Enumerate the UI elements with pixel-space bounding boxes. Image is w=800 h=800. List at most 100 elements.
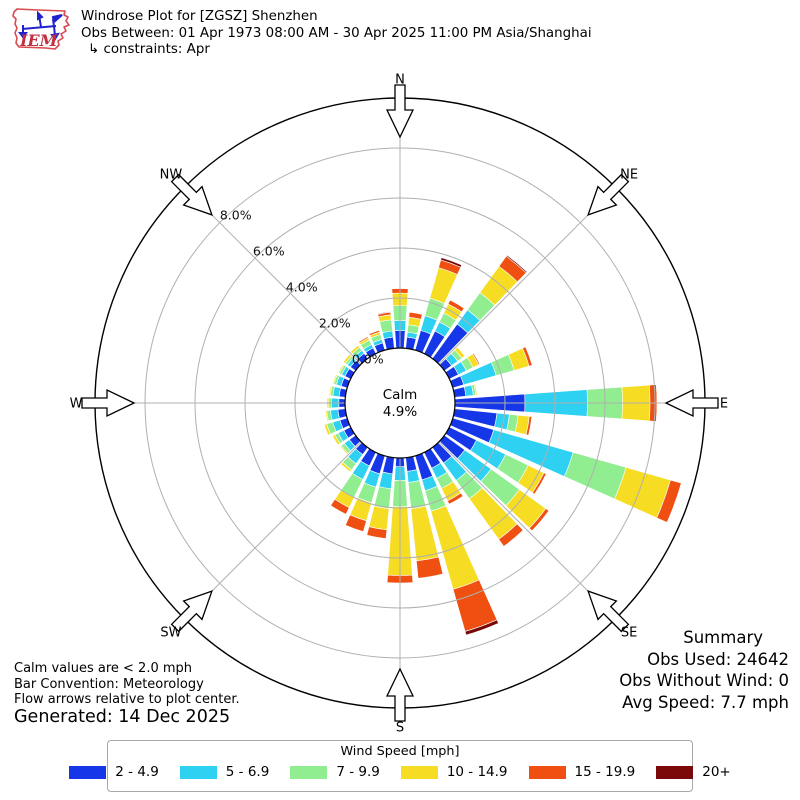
windrose-bar-segment xyxy=(332,374,338,385)
windrose-bar-segment xyxy=(328,385,333,397)
windrose-bar-segment xyxy=(498,523,524,547)
windrose-bar-segment xyxy=(452,386,467,398)
ring-label: 0.0% xyxy=(352,351,384,366)
legend-label: 15 - 19.9 xyxy=(574,764,636,780)
windrose-bar-segment xyxy=(447,492,464,505)
windrose-bar-segment xyxy=(337,364,345,374)
compass-label-sw: SW xyxy=(160,626,181,641)
windrose-bar-segment xyxy=(505,254,528,274)
summary-obs-without-wind: Obs Without Wind: 0 xyxy=(619,671,789,690)
calm-circle xyxy=(344,347,456,459)
windrose-bar-segment xyxy=(358,336,369,344)
legend-swatch xyxy=(69,765,107,779)
iem-logo-text: IEM xyxy=(19,31,59,50)
calm-note: Calm values are < 2.0 mph xyxy=(14,661,193,676)
legend-swatch xyxy=(179,765,217,779)
flow-arrow-w-icon xyxy=(81,388,136,418)
compass-label-ne: NE xyxy=(620,167,638,182)
windrose-bar-segment xyxy=(378,471,394,490)
ring-label: 4.0% xyxy=(286,279,318,294)
legend: Wind Speed [mph] 2 - 4.9 5 - 6.9 7 - 9.9 10… xyxy=(69,740,731,792)
windrose-bar-segment xyxy=(408,311,423,320)
windrose-bar-segment xyxy=(415,556,444,579)
plot-title: Windrose Plot for [ZGSZ] Shenzhen xyxy=(81,9,318,24)
windrose-bar-segment xyxy=(323,423,331,436)
windrose-bar-segment xyxy=(342,353,352,364)
windrose-bar-segment xyxy=(563,451,627,500)
windrose-bar-segment xyxy=(464,619,499,636)
compass-label-s: S xyxy=(396,721,404,736)
windrose-bar-segment xyxy=(405,455,418,472)
flow-arrow-n-icon xyxy=(385,84,415,139)
legend-label: 7 - 9.9 xyxy=(336,764,380,780)
calm-label: Calm xyxy=(383,387,418,403)
legend-label: 20+ xyxy=(702,764,731,780)
plot-subtitle: Obs Between: 01 Apr 1973 08:00 AM - 30 A… xyxy=(81,25,592,41)
windrose-bar-segment xyxy=(528,508,550,532)
windrose-bar-segment xyxy=(332,434,341,446)
windrose-bar-segment xyxy=(532,472,547,495)
legend-swatch xyxy=(656,765,694,779)
windrose-bar-segment xyxy=(449,299,465,309)
compass-label-w: W xyxy=(70,397,83,412)
grid-spoke xyxy=(183,186,362,365)
summary-avg-speed: Avg Speed: 7.7 mph xyxy=(622,692,789,712)
windrose-bar-segment xyxy=(377,311,391,315)
summary-obs-used: Obs Used: 24642 xyxy=(647,649,789,669)
weather-vane-icon xyxy=(18,10,63,41)
windrose-bar-segment xyxy=(368,505,390,531)
legend-label: 2 - 4.9 xyxy=(115,764,159,780)
windrose-bar-segment xyxy=(382,455,395,475)
bar-convention-note: Bar Convention: Meteorology xyxy=(14,676,204,692)
windrose-bar-segment xyxy=(454,346,466,359)
legend-label: 5 - 6.9 xyxy=(225,764,270,780)
flow-arrow-ne-icon xyxy=(587,173,630,216)
flow-arrow-s-icon xyxy=(385,667,415,722)
windrose-bar-segment xyxy=(525,416,533,436)
windrose-bar-segment xyxy=(656,384,658,422)
legend-swatch xyxy=(400,765,438,779)
iowa-outline-icon xyxy=(12,8,70,50)
flow-arrow-sw-icon xyxy=(170,590,213,633)
flow-arrows-note: Flow arrows relative to plot center. xyxy=(14,692,240,707)
windrose-bar-segment xyxy=(344,514,367,533)
windrose-bar-segment xyxy=(379,319,393,334)
windrose-bar-segment xyxy=(383,336,395,351)
windrose-bar-segment xyxy=(440,257,463,268)
windrose-bar-segment xyxy=(325,410,329,422)
plot-notes: Calm values are < 2.0 mph Bar Convention… xyxy=(14,661,240,725)
compass-label-se: SE xyxy=(621,626,637,641)
windrose-bar-segment xyxy=(340,461,353,473)
calm-percent: 4.9% xyxy=(383,404,417,420)
plot-header: Windrose Plot for [ZGSZ] Shenzhen Obs Be… xyxy=(81,9,592,59)
grid-spoke xyxy=(438,441,617,620)
legend-items: 2 - 4.9 5 - 6.9 7 - 9.9 10 - 14.9 15 - 19.9 2… xyxy=(69,764,731,780)
windrose-bar-segment xyxy=(472,352,481,366)
generated-date: Generated: 14 Dec 2025 xyxy=(14,706,231,727)
windrose-bar-segment xyxy=(405,336,417,351)
windrose-bar-segment xyxy=(406,469,420,483)
windrose-bar-segment xyxy=(330,498,350,515)
compass-label-nw: NW xyxy=(160,167,183,182)
flow-arrows xyxy=(81,84,719,722)
ring-label: 8.0% xyxy=(220,207,252,222)
windrose-bars xyxy=(323,254,682,636)
flow-arrow-se-icon xyxy=(587,590,630,633)
windrose-bar-segment xyxy=(473,383,478,396)
compass-label-n: N xyxy=(395,73,405,88)
windrose-bar-segment xyxy=(366,526,388,539)
flow-arrow-nw-icon xyxy=(170,173,213,216)
legend-swatch xyxy=(528,765,566,779)
plot-constraints: ↳ constraints: Apr xyxy=(88,42,210,57)
windrose-bar-segment xyxy=(656,479,682,523)
compass-label-e: E xyxy=(720,397,728,412)
legend-label: 10 - 14.9 xyxy=(446,764,508,780)
windrose-bar-segment xyxy=(349,344,361,355)
legend-title: Wind Speed [mph] xyxy=(340,744,460,759)
windrose-bar-segment xyxy=(522,346,533,367)
ring-label: 6.0% xyxy=(253,243,285,258)
grid-spoke xyxy=(183,441,362,620)
summary-title: Summary xyxy=(683,628,763,647)
